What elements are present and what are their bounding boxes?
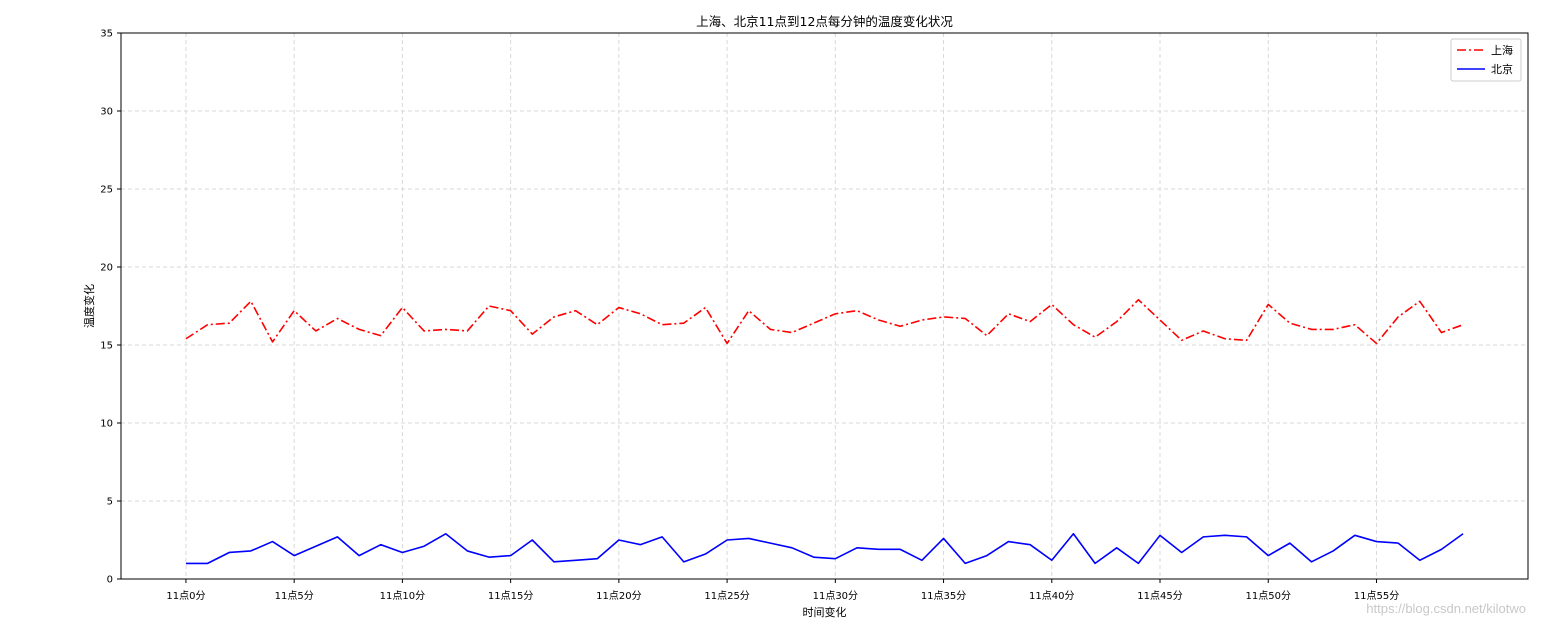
x-tick-label: 11点0分: [166, 590, 205, 602]
legend: 上海 北京: [1450, 38, 1522, 82]
x-tick-label: 11点10分: [380, 590, 425, 602]
y-tick-label: 35: [100, 29, 113, 40]
y-axis-title: 温度变化: [82, 284, 96, 328]
chart-title: 上海、北京11点到12点每分钟的温度变化状况: [696, 14, 953, 29]
y-axis-ticks: 0 5 10 15 20 25 30 35: [100, 29, 121, 586]
y-tick-label: 15: [100, 341, 113, 352]
x-tick-label: 11点50分: [1246, 590, 1291, 602]
x-tick-label: 11点20分: [596, 590, 641, 602]
x-tick-label: 11点25分: [704, 590, 749, 602]
plot-frame: [120, 32, 1529, 580]
legend-box: [1450, 38, 1522, 82]
x-tick-label: 11点15分: [488, 590, 533, 602]
series-line-shanghai: [185, 298, 1464, 345]
series-line-beijing: [185, 532, 1464, 565]
series-lines: [185, 298, 1464, 565]
x-tick-label: 11点5分: [275, 590, 314, 602]
y-tick-label: 25: [100, 185, 113, 196]
grid-lines: [121, 33, 1528, 579]
x-tick-label: 11点30分: [813, 590, 858, 602]
y-tick-label: 0: [107, 575, 113, 586]
x-tick-label: 11点35分: [921, 590, 966, 602]
y-tick-label: 10: [100, 419, 113, 430]
legend-label-beijing: 北京: [1491, 62, 1513, 76]
y-tick-label: 20: [100, 263, 113, 274]
x-tick-label: 11点55分: [1354, 590, 1399, 602]
x-axis-ticks: 11点0分 11点5分 11点10分 11点15分 11点20分 11点25分 11点30分…: [166, 579, 1399, 602]
watermark-text: https://blog.csdn.net/kilotwo: [1366, 601, 1526, 616]
y-tick-label: 5: [107, 497, 113, 508]
legend-label-shanghai: 上海: [1491, 43, 1513, 57]
x-tick-label: 11点40分: [1029, 590, 1074, 602]
x-axis-title: 时间变化: [803, 605, 847, 619]
y-tick-label: 30: [100, 107, 113, 118]
x-tick-label: 11点45分: [1137, 590, 1182, 602]
